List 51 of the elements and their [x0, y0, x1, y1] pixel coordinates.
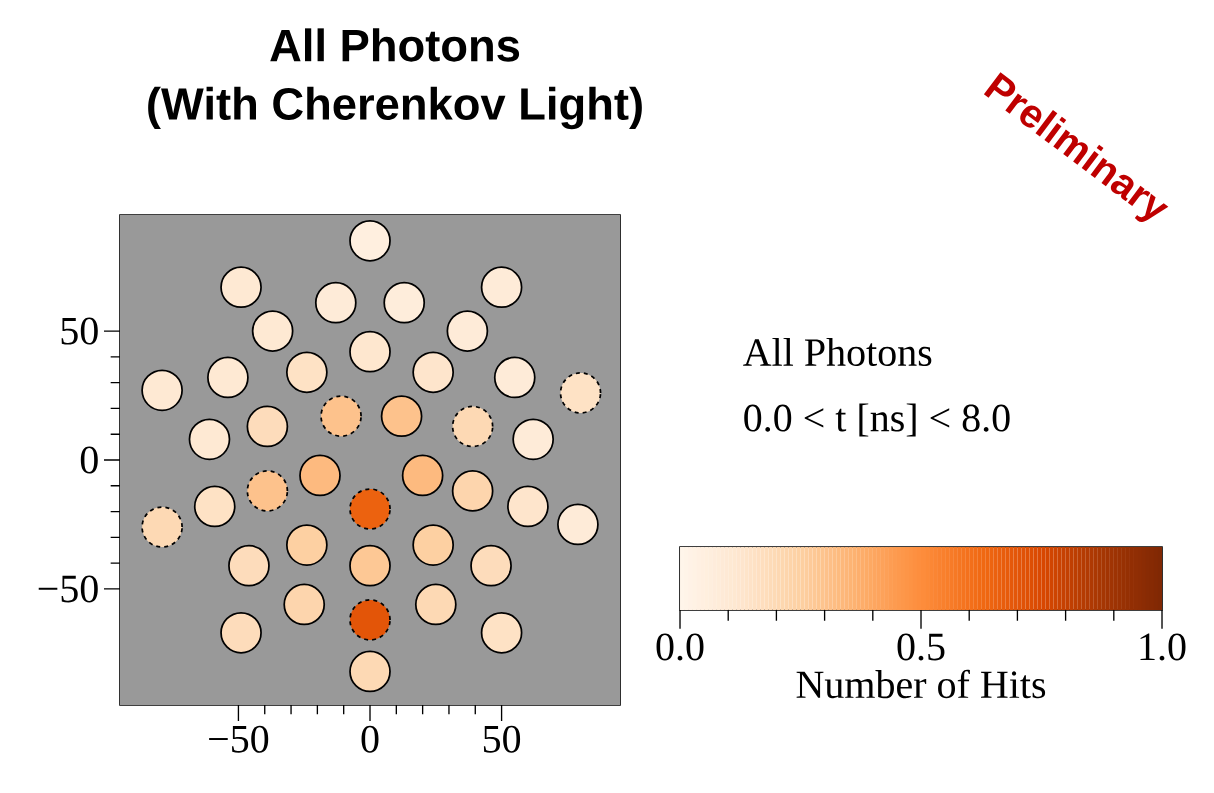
color-bar-label: 1.0 [1140, 633, 1186, 661]
point [285, 351, 328, 394]
point [349, 599, 391, 641]
color-bar-title: Number of Hits [796, 669, 1046, 699]
point [285, 524, 328, 566]
point [512, 418, 555, 461]
point [446, 310, 489, 352]
point [207, 356, 249, 399]
point [299, 454, 341, 497]
point [451, 470, 494, 512]
chart-subtitle: (With Cherenkov Light) [148, 86, 642, 130]
x-tick-label: 0 [361, 725, 379, 753]
point [349, 219, 391, 262]
chart-title: All Photons [270, 28, 520, 62]
point [480, 266, 523, 309]
point [141, 506, 183, 548]
point [557, 503, 599, 546]
y-tick-label: 50 [61, 317, 98, 345]
color-bar-label: 0.0 [656, 633, 704, 661]
point [220, 266, 262, 309]
point [246, 405, 289, 448]
text: All Photons [743, 337, 932, 367]
x-tick-label: 50 [483, 725, 521, 753]
point [451, 405, 494, 448]
point [246, 470, 289, 512]
point [383, 281, 426, 324]
y-tick-label: −50 [38, 575, 98, 603]
point [320, 395, 362, 438]
point [349, 544, 391, 587]
point [480, 611, 523, 654]
point [251, 310, 294, 352]
point [188, 418, 231, 461]
point [283, 583, 326, 626]
point [507, 485, 549, 528]
point [401, 454, 444, 497]
point [412, 351, 455, 394]
point [314, 281, 357, 324]
point [141, 369, 183, 412]
point [559, 372, 602, 414]
point [349, 330, 391, 373]
text: 0.0 < t [ns] < 8.0 [744, 403, 1010, 437]
point [349, 488, 391, 530]
point [412, 524, 455, 566]
point [193, 485, 236, 528]
x-tick-label: −50 [209, 725, 269, 753]
point [493, 356, 536, 399]
point [470, 544, 512, 587]
point [228, 544, 270, 587]
color-bar-label: 0.5 [897, 633, 945, 661]
y-tick-label: 0 [80, 446, 98, 474]
point [220, 611, 262, 654]
